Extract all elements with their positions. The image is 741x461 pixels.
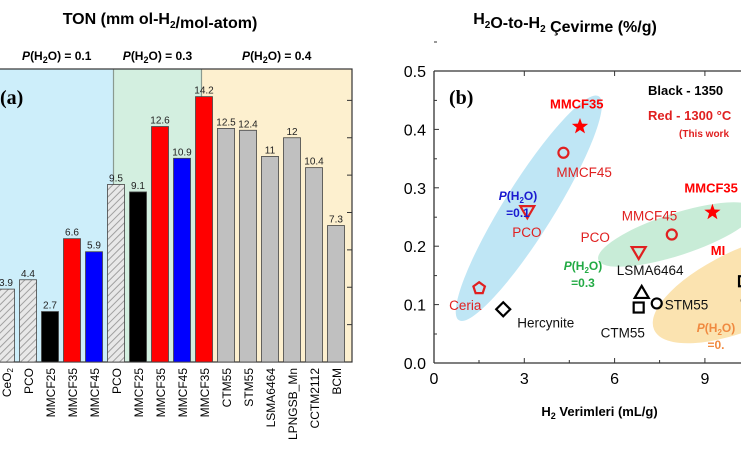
bar [0, 288, 15, 363]
bar [327, 225, 345, 363]
point-label: CTM55 [601, 326, 645, 341]
category-label: MMCF45 [176, 368, 190, 418]
square-marker [632, 301, 645, 314]
diamond-marker [494, 300, 512, 318]
pentagon-marker [472, 280, 487, 295]
y-tick-label: 0.4 [404, 122, 426, 139]
bar-value-label: 10.4 [304, 157, 324, 168]
bar-value-label: 5.9 [87, 241, 101, 252]
panel-b-title: H2O-to-H2 Çevirme (%/g) [473, 11, 657, 36]
region-label: P(H2O) =0. [697, 321, 735, 352]
triangle-down-marker [518, 205, 537, 221]
group-label: P(H2O) = 0.1 [22, 49, 92, 65]
bar-value-label: 6.6 [65, 228, 79, 239]
bar [41, 311, 59, 363]
point-label: MMCF35 [550, 96, 603, 111]
point-label: LSMA6464 [617, 263, 684, 278]
bar [85, 251, 103, 363]
bar-value-label: 2.7 [43, 301, 57, 312]
panel-a-title: TON (mm ol-H2/mol-atom) [63, 11, 258, 32]
category-label: CCTM2112 [308, 368, 322, 429]
category-label: MMCF25 [44, 368, 58, 418]
category-label: LSMA6464 [264, 368, 278, 428]
bar [129, 191, 147, 363]
group-label: P(H2O) = 0.4 [242, 49, 312, 65]
point-label: PCO [512, 225, 541, 240]
bar [283, 137, 301, 363]
legend-note-red: Red - 1300 °C [648, 108, 732, 123]
triangle-down-marker [629, 245, 648, 262]
category-label: MMCF35 [66, 368, 80, 418]
category-label: MMCF35 [154, 368, 168, 418]
category-label: PCO [22, 368, 36, 394]
point-label: PCO [581, 230, 610, 245]
bar [173, 157, 191, 363]
group-label: P(H2O) = 0.3 [123, 49, 193, 65]
category-label: PCO [110, 368, 124, 394]
bar-value-label: 11 [265, 145, 276, 156]
legend-note-this-work: (This work [679, 129, 729, 140]
panel-label: (b) [449, 87, 473, 109]
point-label: MMCF35 [684, 180, 737, 195]
category-label: LPNGSB_Mn [286, 368, 300, 440]
legend-note-black: Black - 1350 [648, 83, 723, 98]
bar [19, 279, 37, 363]
point-label: STM55 [665, 297, 709, 312]
bar-value-label: 12.6 [150, 116, 170, 127]
x-tick-label: 0 [430, 371, 439, 388]
bar [261, 156, 279, 363]
star-marker [704, 203, 721, 220]
triangle-marker [632, 283, 651, 300]
point-label: MMCF45 [556, 165, 612, 180]
star-marker [571, 118, 589, 134]
x-tick-label: 3 [520, 371, 529, 388]
bar [107, 184, 125, 363]
square-marker [737, 275, 741, 288]
bar-value-label: 10.9 [172, 147, 192, 158]
region-label: P(H2O) =0.1 [499, 189, 537, 220]
circle-marker [665, 228, 678, 241]
y-tick-label: 0.2 [404, 239, 426, 256]
bar [63, 238, 81, 363]
point-label: Hercynite [517, 315, 574, 330]
x-axis-label: H2 Verimleri (mL/g) [541, 404, 657, 421]
category-label: MMCF35 [198, 368, 212, 418]
point-label: Ceria [449, 298, 482, 313]
region-label: MI [711, 243, 725, 258]
category-label: CTM55 [220, 368, 234, 408]
bar [151, 126, 169, 363]
bar-value-label: 3.9 [0, 278, 13, 289]
point-label: MMCF45 [622, 209, 678, 224]
bar-value-label: 9.1 [131, 181, 145, 192]
bar-value-label: 12 [286, 127, 298, 138]
bar [305, 167, 323, 363]
category-label: MMCF25 [132, 368, 146, 418]
bar-value-label: 12.4 [238, 119, 258, 130]
region-ellipse [652, 230, 741, 344]
category-label: MMCF45 [88, 368, 102, 418]
bar-value-label: 12.5 [216, 117, 236, 128]
y-tick-label: 0.3 [404, 181, 426, 198]
circle-marker [557, 146, 570, 159]
bar-value-label: 9.5 [109, 173, 123, 184]
bar [195, 96, 213, 363]
bar-value-label: 4.4 [21, 269, 35, 280]
bar [217, 128, 235, 363]
x-tick-label: 6 [610, 371, 619, 388]
category-label: STM55 [242, 368, 256, 407]
bar-value-label: 7.3 [329, 215, 343, 226]
x-tick-label: 9 [700, 371, 709, 388]
y-tick-label: 0.5 [404, 64, 426, 81]
y-tick-label: 0.1 [404, 298, 426, 315]
y-tick-label: 0.0 [404, 356, 426, 373]
bar [239, 129, 257, 363]
panel-label: (a) [0, 87, 23, 109]
category-label: CeO2 [0, 367, 15, 397]
region-ellipse [455, 95, 602, 321]
circle-marker [650, 297, 663, 310]
region-label: P(H2O) =0.3 [564, 259, 602, 290]
category-label: BCM [330, 368, 344, 395]
bar-value-label: 14.2 [194, 86, 214, 97]
